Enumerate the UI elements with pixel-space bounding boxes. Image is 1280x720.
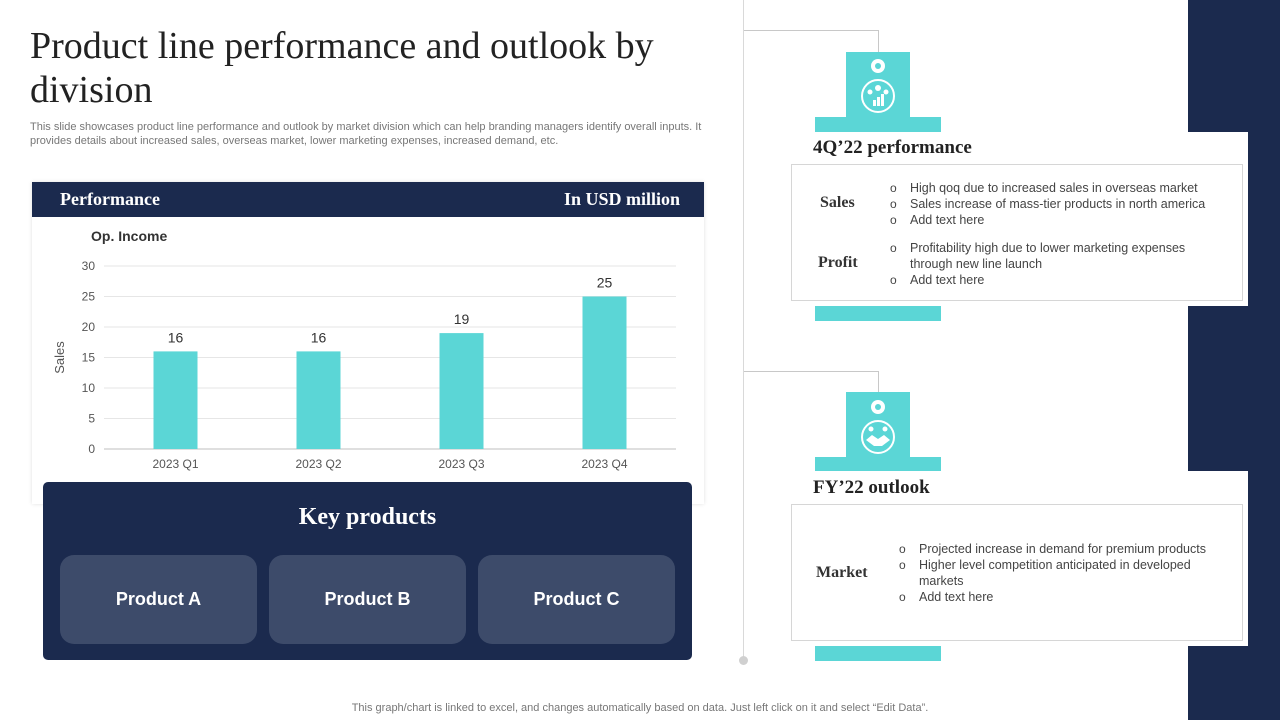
y-tick-label: 5 [88,412,95,426]
sales-bullets: High qoq due to increased sales in overs… [890,180,1235,228]
timeline-end-dot [739,656,748,665]
outlook-box: Market Projected increase in demand for … [791,504,1243,641]
key-products-panel: Key products Product A Product B Product… [43,482,692,660]
team-chart-icon [861,79,895,113]
handshake-icon [861,420,895,454]
y-axis-label: Sales [52,341,67,374]
bullet-item: Projected increase in demand for premium… [899,541,1234,557]
bar-2023-q4 [582,296,627,449]
data-label: 19 [454,311,470,327]
y-tick-label: 25 [82,290,96,304]
connector-line [744,30,878,31]
outlook-icon-base [815,457,941,472]
x-tick-label: 2023 Q1 [152,457,198,471]
product-a-button[interactable]: Product A [60,555,257,644]
bullet-item: Sales increase of mass-tier products in … [890,196,1235,212]
data-label: 16 [311,329,327,345]
tab-dot [871,59,885,73]
outlook-title: FY’22 outlook [813,477,930,498]
page-subtitle: This slide showcases product line perfor… [30,121,702,147]
y-tick-label: 10 [82,381,96,395]
performance-box: Sales High qoq due to increased sales in… [791,164,1243,301]
page-title: Product line performance and outlook by … [30,25,654,111]
product-b-button[interactable]: Product B [269,555,466,644]
performance-icon-base [815,117,941,132]
performance-icon-tab [846,52,910,118]
outlook-icon-tab [846,392,910,458]
y-tick-label: 20 [82,320,96,334]
performance-bottom-strip [815,306,941,321]
chart-header: Performance In USD million [32,182,704,217]
product-c-button[interactable]: Product C [478,555,675,644]
data-label: 25 [597,275,613,291]
connector-line [878,30,879,52]
market-bullets: Projected increase in demand for premium… [899,541,1234,605]
bullet-item: High qoq due to increased sales in overs… [890,180,1235,196]
bar-2023-q1 [153,351,198,449]
connector-line [744,371,878,372]
chart-header-right: In USD million [563,189,680,209]
performance-title: 4Q’22 performance [813,137,972,158]
x-tick-label: 2023 Q2 [295,457,341,471]
profit-bullets: Profitability high due to lower marketin… [890,240,1220,288]
bar-2023-q3 [439,333,484,449]
x-tick-label: 2023 Q3 [438,457,484,471]
timeline-line [743,0,744,660]
bullet-item: Add text here [899,589,1234,605]
chart-title: Op. Income [91,228,167,244]
chart-header-left: Performance [60,189,160,209]
footer-note: This graph/chart is linked to excel, and… [351,702,929,714]
tab-dot [871,400,885,414]
bar-2023-q2 [296,351,341,449]
y-tick-label: 15 [82,351,96,365]
sales-label: Sales [820,194,855,211]
bullet-item: Profitability high due to lower marketin… [890,240,1220,272]
bullet-item: Add text here [890,272,1220,288]
outlook-bottom-strip [815,646,941,661]
market-label: Market [816,564,868,581]
connector-line [878,371,879,392]
key-products-title: Key products [298,504,437,530]
bullet-item: Add text here [890,212,1235,228]
y-tick-label: 30 [82,259,96,273]
y-tick-label: 0 [88,442,95,456]
profit-label: Profit [818,254,858,271]
bullet-item: Higher level competition anticipated in … [899,557,1234,589]
x-tick-label: 2023 Q4 [581,457,627,471]
data-label: 16 [168,329,184,345]
op-income-bar-chart[interactable]: Op. Income Sales 0 5 10 15 20 25 30 16 2023 Q1 16 20… [32,218,704,488]
